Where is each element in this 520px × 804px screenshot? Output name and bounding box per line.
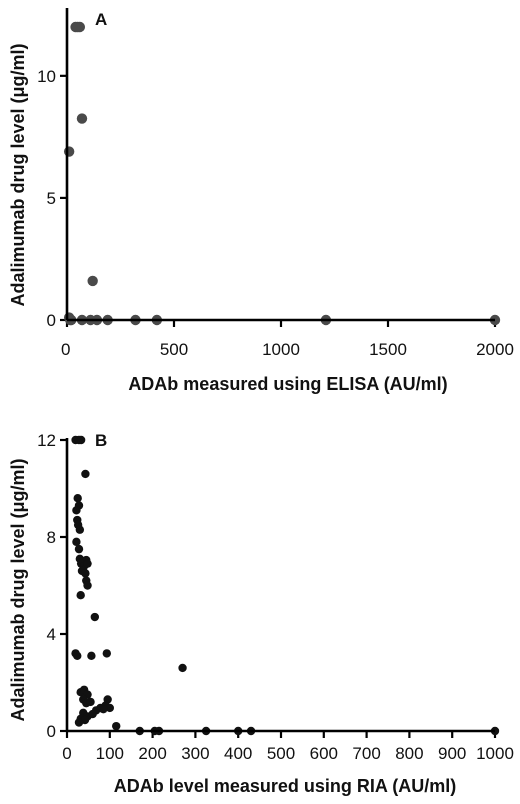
panel-b-data-point <box>81 469 90 479</box>
panel-b-data-point <box>74 544 84 554</box>
panel-a-y-tick-label: 10 <box>37 67 56 86</box>
panel-b-x-tick-label: 0 <box>62 744 71 763</box>
panel-b-data-point <box>81 569 90 578</box>
panel-b-label: B <box>95 431 107 450</box>
panel-a-x-tick-label: 1500 <box>369 340 407 359</box>
panel-b-data-point <box>87 651 96 661</box>
panel-b-x-axis: 0 100 200 300 400 500 600 700 800 900 1000 <box>62 731 514 763</box>
panel-b-data-point <box>105 703 115 713</box>
panel-b-x-tick-label: 300 <box>181 744 209 763</box>
panel-b-data-point <box>102 649 112 658</box>
panel-b-data-point <box>72 506 81 515</box>
panel-a-x-tick-label: 500 <box>160 340 188 359</box>
panel-a-y-axis: 0 5 10 <box>37 67 67 330</box>
panel-b-data-point <box>178 663 187 673</box>
panel-a-data-point <box>76 113 88 124</box>
panel-b-y-axis-title: Adalimumab drug level (μg/ml) <box>8 458 28 721</box>
panel-b-data-point <box>99 704 108 714</box>
panel-b-x-tick-label: 600 <box>310 744 338 763</box>
panel-b-x-tick-label: 700 <box>352 744 380 763</box>
panel-b-data-point <box>83 559 92 568</box>
panel-b-x-tick-label: 800 <box>395 744 423 763</box>
panel-a-label: A <box>95 10 107 29</box>
panel-b-data-point <box>86 697 95 707</box>
panel-a-scatter-plot: A 0 500 1000 1500 2000 0 5 10 ADAb measured us… <box>8 8 514 394</box>
panel-a-x-axis-title: ADAb measured using ELISA (AU/ml) <box>128 374 447 394</box>
panel-a-y-axis-title: Adalimumab drug level (μg/ml) <box>8 43 28 306</box>
panel-a-y-tick-label: 0 <box>47 311 56 330</box>
panel-b-y-tick-label: 0 <box>47 722 56 741</box>
panel-b-x-tick-label: 100 <box>96 744 124 763</box>
panel-b-x-tick-label: 500 <box>267 744 295 763</box>
panel-a-data-point <box>87 275 98 287</box>
panel-b-y-tick-label: 4 <box>47 625 56 644</box>
panel-a-x-tick-label: 1000 <box>262 340 300 359</box>
panel-b-x-axis-title: ADAb level measured using RIA (AU/ml) <box>114 776 456 796</box>
panel-b-data-point <box>73 651 82 661</box>
panel-b-y-axis: 0 4 8 12 <box>37 431 67 741</box>
panel-b-x-tick-label: 1000 <box>476 744 514 763</box>
panel-b-x-tick-label: 400 <box>224 744 252 763</box>
panel-b-y-tick-label: 8 <box>47 528 56 547</box>
panel-a-x-tick-label: 2000 <box>476 340 514 359</box>
panel-b-scatter-plot: B 0 100 200 300 400 500 600 700 800 900 1000 0 4 8 12… <box>8 431 514 796</box>
panel-b-data-point <box>76 435 86 445</box>
panel-b-y-tick-label: 12 <box>37 431 56 450</box>
panel-b-data-point <box>112 721 121 731</box>
panel-a-data-point <box>63 146 75 157</box>
panel-a-y-tick-label: 5 <box>47 189 56 208</box>
panel-b-data-point <box>76 591 85 600</box>
panel-a-data-point <box>74 21 86 33</box>
panel-b-data-point <box>83 581 92 590</box>
panel-b-data-point <box>90 612 100 622</box>
panel-b-x-tick-label: 900 <box>438 744 466 763</box>
panel-b-data-point <box>75 525 85 534</box>
panel-b-x-tick-label: 200 <box>138 744 166 763</box>
panel-a-x-axis: 0 500 1000 1500 2000 <box>61 320 514 359</box>
panel-b-data-point <box>74 718 84 727</box>
panel-b-data-point <box>73 494 82 503</box>
panel-b-data-point <box>88 709 97 719</box>
panel-b-data-point <box>72 537 81 547</box>
panel-b-points <box>71 435 500 736</box>
panel-a-x-tick-label: 0 <box>61 340 70 359</box>
panel-a-points <box>63 21 501 326</box>
